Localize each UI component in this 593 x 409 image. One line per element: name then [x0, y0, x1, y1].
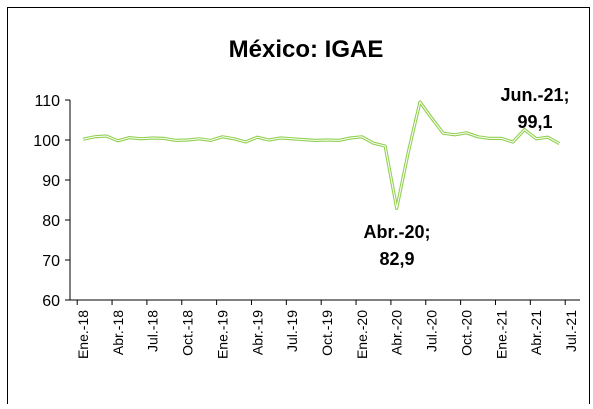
x-tick-label: Oct.-20 [458, 310, 474, 356]
x-tick-label: Ene.-18 [75, 310, 91, 359]
x-tick-label: Jul.-19 [284, 310, 300, 352]
annotation: Jun.-21; [500, 85, 569, 105]
x-tick-label: Jul.-18 [145, 310, 161, 352]
x-tick-label: Jul.-21 [563, 310, 579, 352]
annotation: 82,9 [379, 249, 414, 269]
y-tick-label: 80 [42, 213, 60, 230]
series-line-inner [82, 101, 560, 209]
x-tick-label: Ene.-20 [354, 310, 370, 359]
x-tick-label: Abr.-18 [110, 310, 126, 355]
y-tick-label: 110 [34, 93, 60, 110]
x-tick-label: Ene.-19 [214, 310, 230, 359]
x-tick-label: Ene.-21 [493, 310, 509, 359]
x-tick-label: Jul.-20 [424, 310, 440, 352]
y-tick-label: 60 [42, 293, 60, 310]
annotation: 99,1 [517, 112, 552, 132]
y-tick-label: 90 [42, 173, 60, 190]
x-tick-label: Abr.-21 [528, 310, 544, 355]
x-tick-label: Abr.-20 [389, 310, 405, 355]
annotation: Abr.-20; [363, 222, 430, 242]
x-tick-label: Oct.-19 [319, 310, 335, 356]
y-tick-label: 100 [33, 133, 60, 150]
chart-frame [7, 7, 590, 408]
y-tick-label: 70 [42, 253, 60, 270]
x-tick-label: Abr.-19 [249, 310, 265, 355]
chart-title: México: IGAE [229, 36, 384, 63]
x-tick-label: Oct.-18 [180, 310, 196, 356]
